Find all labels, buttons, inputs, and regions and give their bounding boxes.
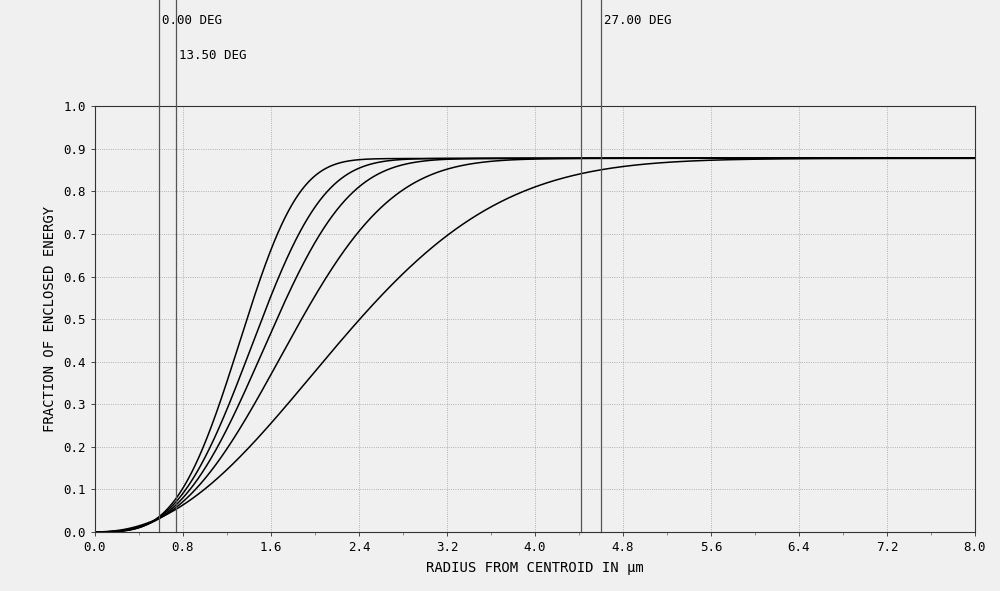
Text: 0.00 DEG: 0.00 DEG [162, 14, 222, 27]
X-axis label: RADIUS FROM CENTROID IN μm: RADIUS FROM CENTROID IN μm [426, 561, 644, 575]
Text: 13.50 DEG: 13.50 DEG [179, 49, 247, 62]
Y-axis label: FRACTION OF ENCLOSED ENERGY: FRACTION OF ENCLOSED ENERGY [43, 206, 57, 432]
Text: 27.00 DEG: 27.00 DEG [604, 14, 672, 27]
